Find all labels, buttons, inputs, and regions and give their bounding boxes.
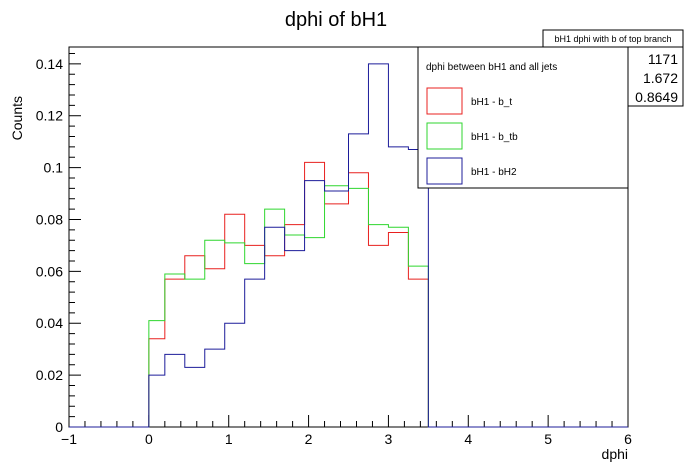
axes: −1 0 1 2 3 4 5 600.020.040.060.080.10.120.14 [36,46,632,447]
y-tick-label: 0.12 [36,108,63,124]
stats-value-mean: 1.672 [643,70,678,86]
x-axis-label: dphi [602,446,628,462]
legend-swatch [426,87,463,115]
stats-value-entries: 1171 [648,51,678,67]
legend-label: bH1 - bH2 [471,167,517,178]
y-tick-label: 0 [55,419,63,435]
legend-label: bH1 - b_t [471,97,512,108]
series-line-2 [69,63,628,428]
y-tick-label: 0.1 [44,160,64,176]
x-tick-label: 1 [225,431,233,447]
chart-title: dphi of bH1 [285,9,387,31]
legend-header: dphi between bH1 and all jets [426,62,557,73]
x-tick-label: 5 [544,431,552,447]
series-layer [69,63,628,428]
x-tick-label: 0 [145,431,153,447]
y-tick-label: 0.06 [36,263,63,279]
legend: dphi between bH1 and all jets bH1 - b_tb… [417,46,629,189]
legend-label: bH1 - b_tb [471,132,518,143]
x-tick-label: −1 [61,431,77,447]
x-tick-label: 6 [624,431,632,447]
legend-swatch [426,157,463,185]
y-tick-label: 0.08 [36,211,63,227]
x-tick-label: 2 [305,431,313,447]
y-axis-label: Counts [9,96,25,140]
series-line-1 [69,185,628,428]
legend-swatch [426,122,463,150]
y-tick-label: 0.04 [36,315,63,331]
series-line-0 [69,161,628,428]
y-tick-label: 0.02 [36,367,63,383]
stats-box-title: bH1 dphi with b of top branch [554,34,671,44]
plot-frame [68,46,629,428]
stats-value-stddev: 0.8649 [635,89,678,105]
x-tick-label: 3 [385,431,393,447]
x-tick-label: 4 [464,431,472,447]
y-tick-label: 0.14 [36,56,63,72]
legend-items: bH1 - b_t bH1 - b_tb bH1 - bH2 [426,87,518,185]
